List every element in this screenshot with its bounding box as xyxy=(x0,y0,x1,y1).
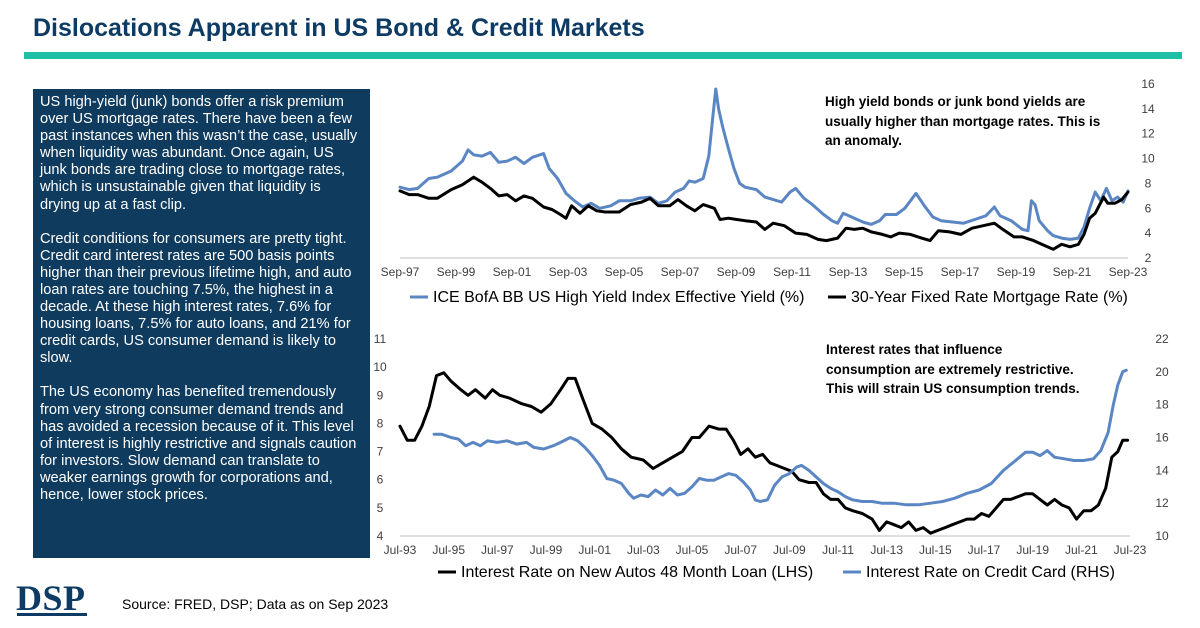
chart2-x-tick-label: Jul-13 xyxy=(870,543,903,557)
chart1-x-tick-label: Sep-03 xyxy=(549,265,588,279)
chart1-right-axis-tick-label: 16 xyxy=(1141,77,1155,91)
commentary-paragraph-1: US high-yield (junk) bonds offer a risk … xyxy=(40,94,358,213)
chart1-legend-label-blue: ICE BofA BB US High Yield Index Effectiv… xyxy=(433,289,804,306)
chart1-x-tick-label: Sep-23 xyxy=(1109,265,1148,279)
chart2-x-tick-label: Jul-97 xyxy=(481,543,514,557)
chart1-x-tick-label: Sep-11 xyxy=(773,265,811,279)
page-title: Dislocations Apparent in US Bond & Credi… xyxy=(33,14,645,42)
chart2-right-axis-tick-label: 20 xyxy=(1155,365,1169,379)
chart1-right-axis-tick-label: 14 xyxy=(1141,102,1155,116)
title-underline xyxy=(24,52,1182,59)
chart2-x-tick-label: Jul-01 xyxy=(578,543,611,557)
chart2-right-axis-tick-label: 16 xyxy=(1155,431,1169,445)
chart2-x-tick-label: Jul-05 xyxy=(676,543,709,557)
chart1-x-tick-label: Sep-19 xyxy=(997,265,1036,279)
chart2-x-tick-label: Jul-15 xyxy=(919,543,952,557)
chart1-right-axis-tick-label: 6 xyxy=(1145,201,1152,215)
chart1-x-tick-label: Sep-17 xyxy=(941,265,980,279)
chart2-x-tick-label: Jul-23 xyxy=(1114,543,1147,557)
chart2-x-tick-label: Jul-17 xyxy=(968,543,1001,557)
chart1-series-blue-line xyxy=(398,87,1130,241)
commentary-paragraph-3: The US economy has benefited tremendousl… xyxy=(40,384,357,503)
chart2-left-axis-tick-label: 8 xyxy=(377,416,384,430)
chart2-x-tick-label: Jul-95 xyxy=(432,543,465,557)
chart2-legend-label-blue: Interest Rate on Credit Card (RHS) xyxy=(866,564,1115,581)
chart2-left-axis-tick-label: 11 xyxy=(374,332,387,346)
chart2-left-axis-tick-label: 10 xyxy=(373,360,387,374)
chart2-right-axis-tick-label: 18 xyxy=(1155,398,1169,412)
chart2-right-axis-tick-label: 12 xyxy=(1155,496,1169,510)
chart1-legend-label-black: 30-Year Fixed Rate Mortgage Rate (%) xyxy=(851,289,1128,306)
chart2-x-tick-label: Jul-09 xyxy=(773,543,806,557)
chart2-right-axis-tick-label: 10 xyxy=(1155,529,1169,543)
chart2-annotation: Interest rates that influence consumptio… xyxy=(826,342,1080,396)
chart1-x-tick-label: Sep-13 xyxy=(829,265,868,279)
chart2-x-tick-label: Jul-11 xyxy=(822,543,854,557)
dsp-logo: DSP xyxy=(16,578,86,618)
chart2-left-axis-tick-label: 4 xyxy=(377,529,384,543)
chart2-legend-label-black: Interest Rate on New Autos 48 Month Loan… xyxy=(461,564,813,581)
chart1-x-tick-label: Sep-15 xyxy=(885,265,924,279)
chart1-x-tick-label: Sep-09 xyxy=(717,265,756,279)
chart2-x-tick-label: Jul-99 xyxy=(530,543,563,557)
chart1-annotation: High yield bonds or junk bond yields are… xyxy=(825,94,1101,148)
chart1-right-axis-tick-label: 10 xyxy=(1141,152,1155,166)
source-note: Source: FRED, DSP; Data as on Sep 2023 xyxy=(122,596,389,612)
chart1-right-axis-tick-label: 12 xyxy=(1141,127,1155,141)
chart2-x-tick-label: Jul-93 xyxy=(384,543,417,557)
commentary-paragraph-2: Credit conditions for consumers are pret… xyxy=(40,230,352,367)
chart1-x-tick-label: Sep-97 xyxy=(381,265,420,279)
chart2-series-blue-line xyxy=(432,368,1128,507)
chart2-left-axis-tick-label: 7 xyxy=(377,445,384,459)
chart1-x-tick-label: Sep-07 xyxy=(661,265,700,279)
chart2-x-tick-label: Jul-19 xyxy=(1016,543,1049,557)
logo-underline xyxy=(17,613,87,616)
chart1-x-tick-label: Sep-01 xyxy=(493,265,532,279)
chart1-x-tick-label: Sep-99 xyxy=(437,265,476,279)
chart2-right-axis-tick-label: 22 xyxy=(1155,332,1169,346)
chart1-x-tick-label: Sep-21 xyxy=(1053,265,1092,279)
chart1-x-tick-label: Sep-05 xyxy=(605,265,644,279)
chart2-x-tick-label: Jul-07 xyxy=(724,543,757,557)
chart2-left-axis-tick-label: 9 xyxy=(377,388,384,402)
commentary-panel: US high-yield (junk) bonds offer a risk … xyxy=(33,89,370,558)
chart1-series-black-line xyxy=(398,175,1130,251)
chart2-x-tick-label: Jul-21 xyxy=(1065,543,1098,557)
chart2-x-tick-label: Jul-03 xyxy=(627,543,660,557)
chart1-right-axis-tick-label: 8 xyxy=(1145,176,1152,190)
chart2-right-axis-tick-label: 14 xyxy=(1155,463,1169,477)
chart1-right-axis-tick-label: 4 xyxy=(1145,226,1152,240)
chart2-left-axis-tick-label: 6 xyxy=(377,473,384,487)
chart1-right-axis-tick-label: 2 xyxy=(1145,251,1152,265)
chart2-left-axis-tick-label: 5 xyxy=(377,501,384,515)
